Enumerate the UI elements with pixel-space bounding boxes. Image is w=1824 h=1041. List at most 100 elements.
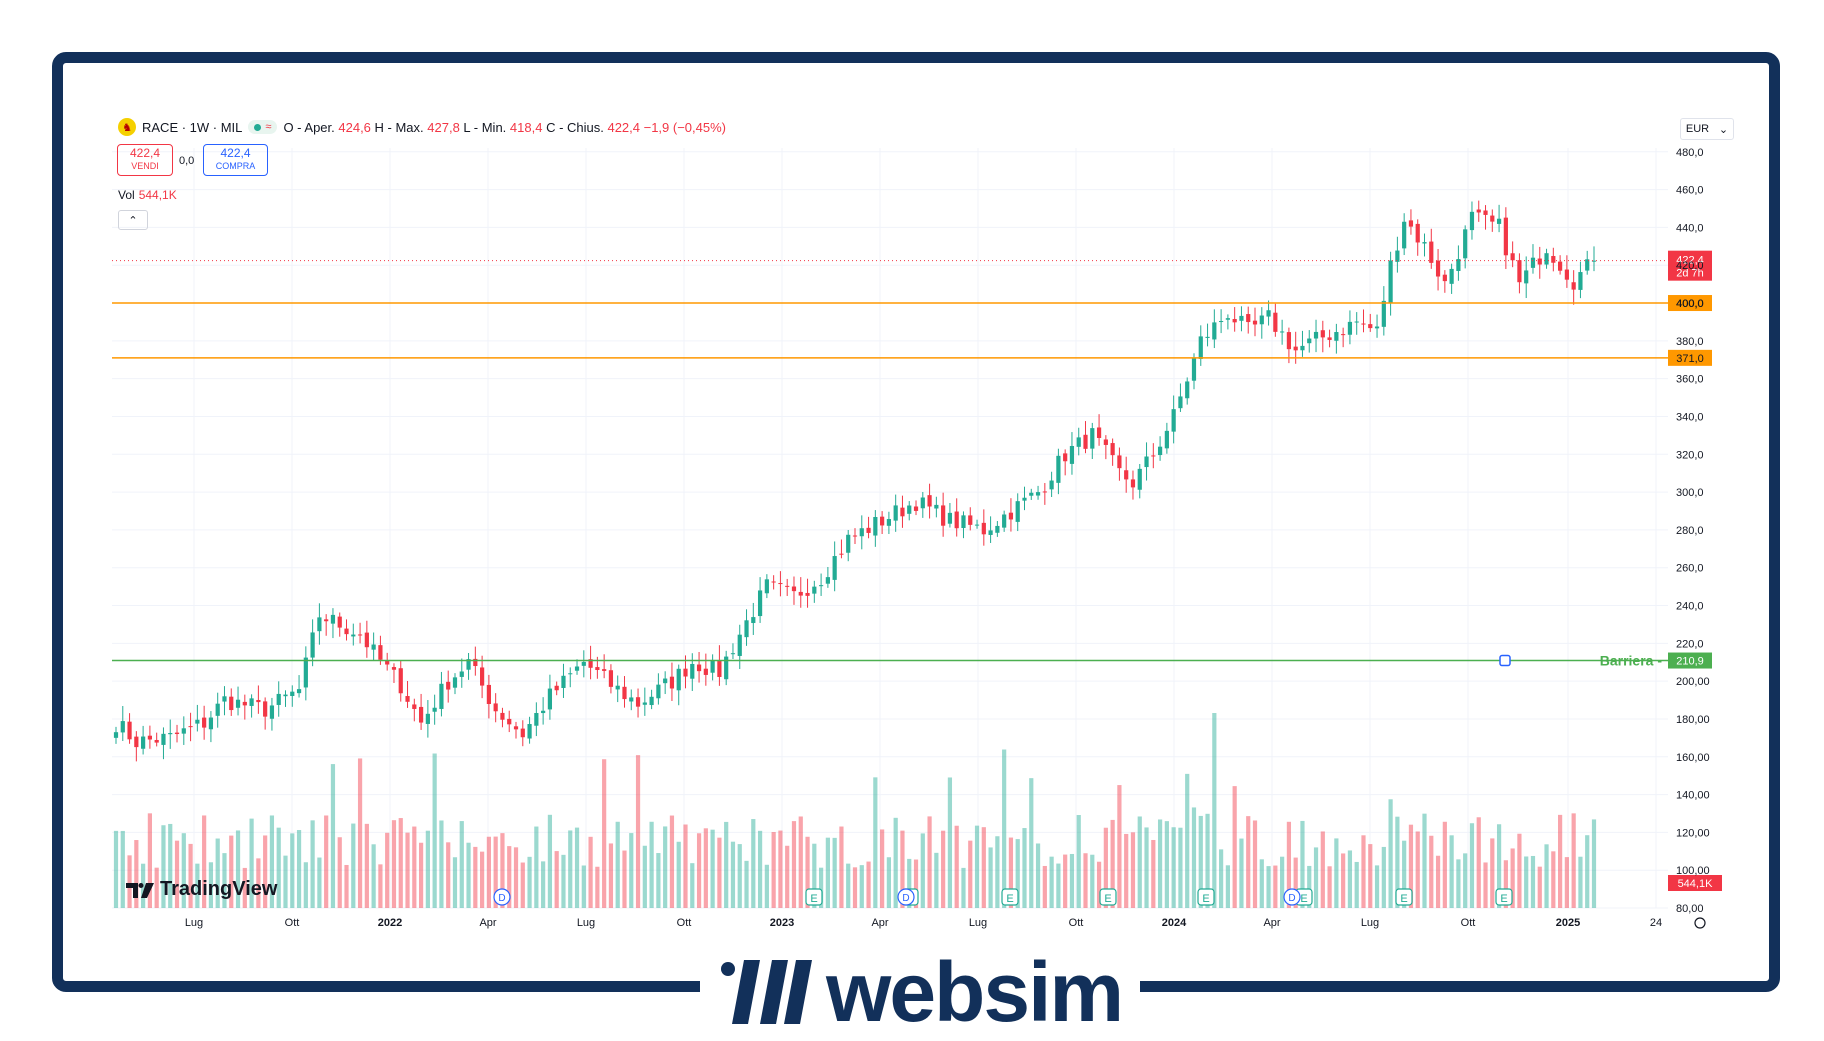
candle-body[interactable] bbox=[574, 666, 580, 671]
candle-body[interactable] bbox=[805, 592, 810, 596]
candle-body[interactable] bbox=[134, 736, 139, 748]
candle-body[interactable] bbox=[1300, 345, 1305, 351]
candle-body[interactable] bbox=[873, 516, 878, 536]
candle-body[interactable] bbox=[547, 688, 553, 710]
collapse-legend-button[interactable]: ⌃ bbox=[118, 210, 148, 230]
settings-gear-icon[interactable] bbox=[1694, 917, 1706, 929]
candle-body[interactable] bbox=[961, 515, 966, 529]
candle-body[interactable] bbox=[534, 713, 539, 726]
candle-body[interactable] bbox=[263, 701, 268, 717]
candle-body[interactable] bbox=[1029, 492, 1034, 496]
candle-body[interactable] bbox=[324, 619, 329, 622]
candle-body[interactable] bbox=[1076, 437, 1081, 447]
candle-body[interactable] bbox=[1266, 310, 1271, 317]
candle-body[interactable] bbox=[1293, 346, 1298, 351]
candle-body[interactable] bbox=[941, 505, 946, 526]
candle-body[interactable] bbox=[581, 661, 586, 666]
candle-body[interactable] bbox=[588, 659, 593, 668]
candle-body[interactable] bbox=[764, 579, 769, 594]
candle-body[interactable] bbox=[1151, 455, 1156, 457]
candle-body[interactable] bbox=[744, 620, 749, 638]
candle-body[interactable] bbox=[269, 705, 275, 719]
candle-body[interactable] bbox=[1090, 428, 1095, 449]
candle-body[interactable] bbox=[195, 719, 200, 724]
candle-body[interactable] bbox=[622, 686, 627, 700]
candle-body[interactable] bbox=[1422, 242, 1427, 244]
candle-body[interactable] bbox=[1320, 330, 1325, 338]
candle-body[interactable] bbox=[154, 739, 159, 743]
candle-body[interactable] bbox=[568, 673, 573, 675]
candle-body[interactable] bbox=[1280, 331, 1285, 333]
candle-body[interactable] bbox=[1144, 456, 1149, 468]
candle-body[interactable] bbox=[676, 668, 681, 691]
candle-body[interactable] bbox=[696, 664, 702, 672]
candle-body[interactable] bbox=[1435, 260, 1441, 277]
candle-body[interactable] bbox=[412, 704, 417, 709]
candle-body[interactable] bbox=[161, 733, 166, 745]
candle-body[interactable] bbox=[1137, 468, 1142, 490]
candle-body[interactable] bbox=[1585, 259, 1590, 271]
candle-body[interactable] bbox=[629, 697, 634, 702]
candle-body[interactable] bbox=[432, 707, 437, 712]
candle-body[interactable] bbox=[920, 497, 925, 509]
candle-body[interactable] bbox=[1225, 318, 1230, 320]
currency-select[interactable]: EUR ⌄ bbox=[1680, 118, 1734, 140]
candle-body[interactable] bbox=[1571, 282, 1576, 290]
symbol-label[interactable]: RACE · 1W · MIL bbox=[142, 119, 243, 135]
candle-body[interactable] bbox=[466, 659, 471, 670]
candle-body[interactable] bbox=[866, 527, 871, 533]
candle-body[interactable] bbox=[1273, 312, 1278, 332]
candle-body[interactable] bbox=[934, 504, 939, 509]
candle-body[interactable] bbox=[174, 732, 180, 735]
candle-body[interactable] bbox=[1408, 220, 1414, 227]
candle-body[interactable] bbox=[561, 675, 566, 688]
candle-body[interactable] bbox=[371, 644, 376, 650]
candle-body[interactable] bbox=[242, 701, 247, 706]
candle-body[interactable] bbox=[425, 713, 430, 724]
candle-body[interactable] bbox=[391, 667, 397, 670]
candle-body[interactable] bbox=[1171, 409, 1176, 432]
candle-body[interactable] bbox=[113, 732, 119, 738]
candle-body[interactable] bbox=[1307, 338, 1312, 344]
candle-body[interactable] bbox=[296, 689, 302, 694]
candle-body[interactable] bbox=[757, 590, 763, 617]
candle-body[interactable] bbox=[202, 717, 207, 728]
candle-body[interactable] bbox=[1361, 323, 1366, 325]
candle-body[interactable] bbox=[1191, 357, 1197, 381]
candle-body[interactable] bbox=[954, 511, 959, 529]
candle-body[interactable] bbox=[120, 721, 125, 733]
candle-body[interactable] bbox=[825, 577, 830, 584]
candle-body[interactable] bbox=[310, 632, 315, 658]
candle-body[interactable] bbox=[378, 645, 383, 660]
candle-body[interactable] bbox=[147, 735, 153, 740]
candle-body[interactable] bbox=[385, 660, 390, 665]
candle-body[interactable] bbox=[818, 585, 824, 587]
candle-body[interactable] bbox=[276, 693, 281, 705]
dividend-marker[interactable] bbox=[897, 888, 915, 906]
candle-body[interactable] bbox=[452, 677, 458, 688]
candle-body[interactable] bbox=[656, 684, 661, 699]
candle-body[interactable] bbox=[595, 667, 600, 670]
candle-body[interactable] bbox=[880, 516, 885, 526]
candle-body[interactable] bbox=[812, 586, 817, 594]
candle-body[interactable] bbox=[1042, 491, 1047, 493]
candle-body[interactable] bbox=[1157, 446, 1163, 456]
candle-body[interactable] bbox=[541, 710, 546, 714]
candle-body[interactable] bbox=[1591, 260, 1597, 262]
candle-body[interactable] bbox=[1259, 315, 1264, 325]
candle-body[interactable] bbox=[798, 591, 803, 596]
sell-button[interactable]: 422,4 VENDI bbox=[117, 144, 173, 176]
candle-body[interactable] bbox=[839, 553, 844, 555]
earnings-marker[interactable] bbox=[1495, 888, 1513, 906]
candle-body[interactable] bbox=[357, 634, 363, 636]
candle-body[interactable] bbox=[486, 684, 491, 704]
candle-body[interactable] bbox=[1103, 439, 1108, 445]
candle-body[interactable] bbox=[364, 632, 369, 648]
candle-body[interactable] bbox=[1557, 261, 1563, 271]
candle-body[interactable] bbox=[290, 691, 295, 696]
candle-body[interactable] bbox=[1374, 326, 1380, 329]
candle-body[interactable] bbox=[859, 528, 864, 537]
candle-body[interactable] bbox=[703, 668, 708, 675]
candle-body[interactable] bbox=[778, 583, 783, 585]
